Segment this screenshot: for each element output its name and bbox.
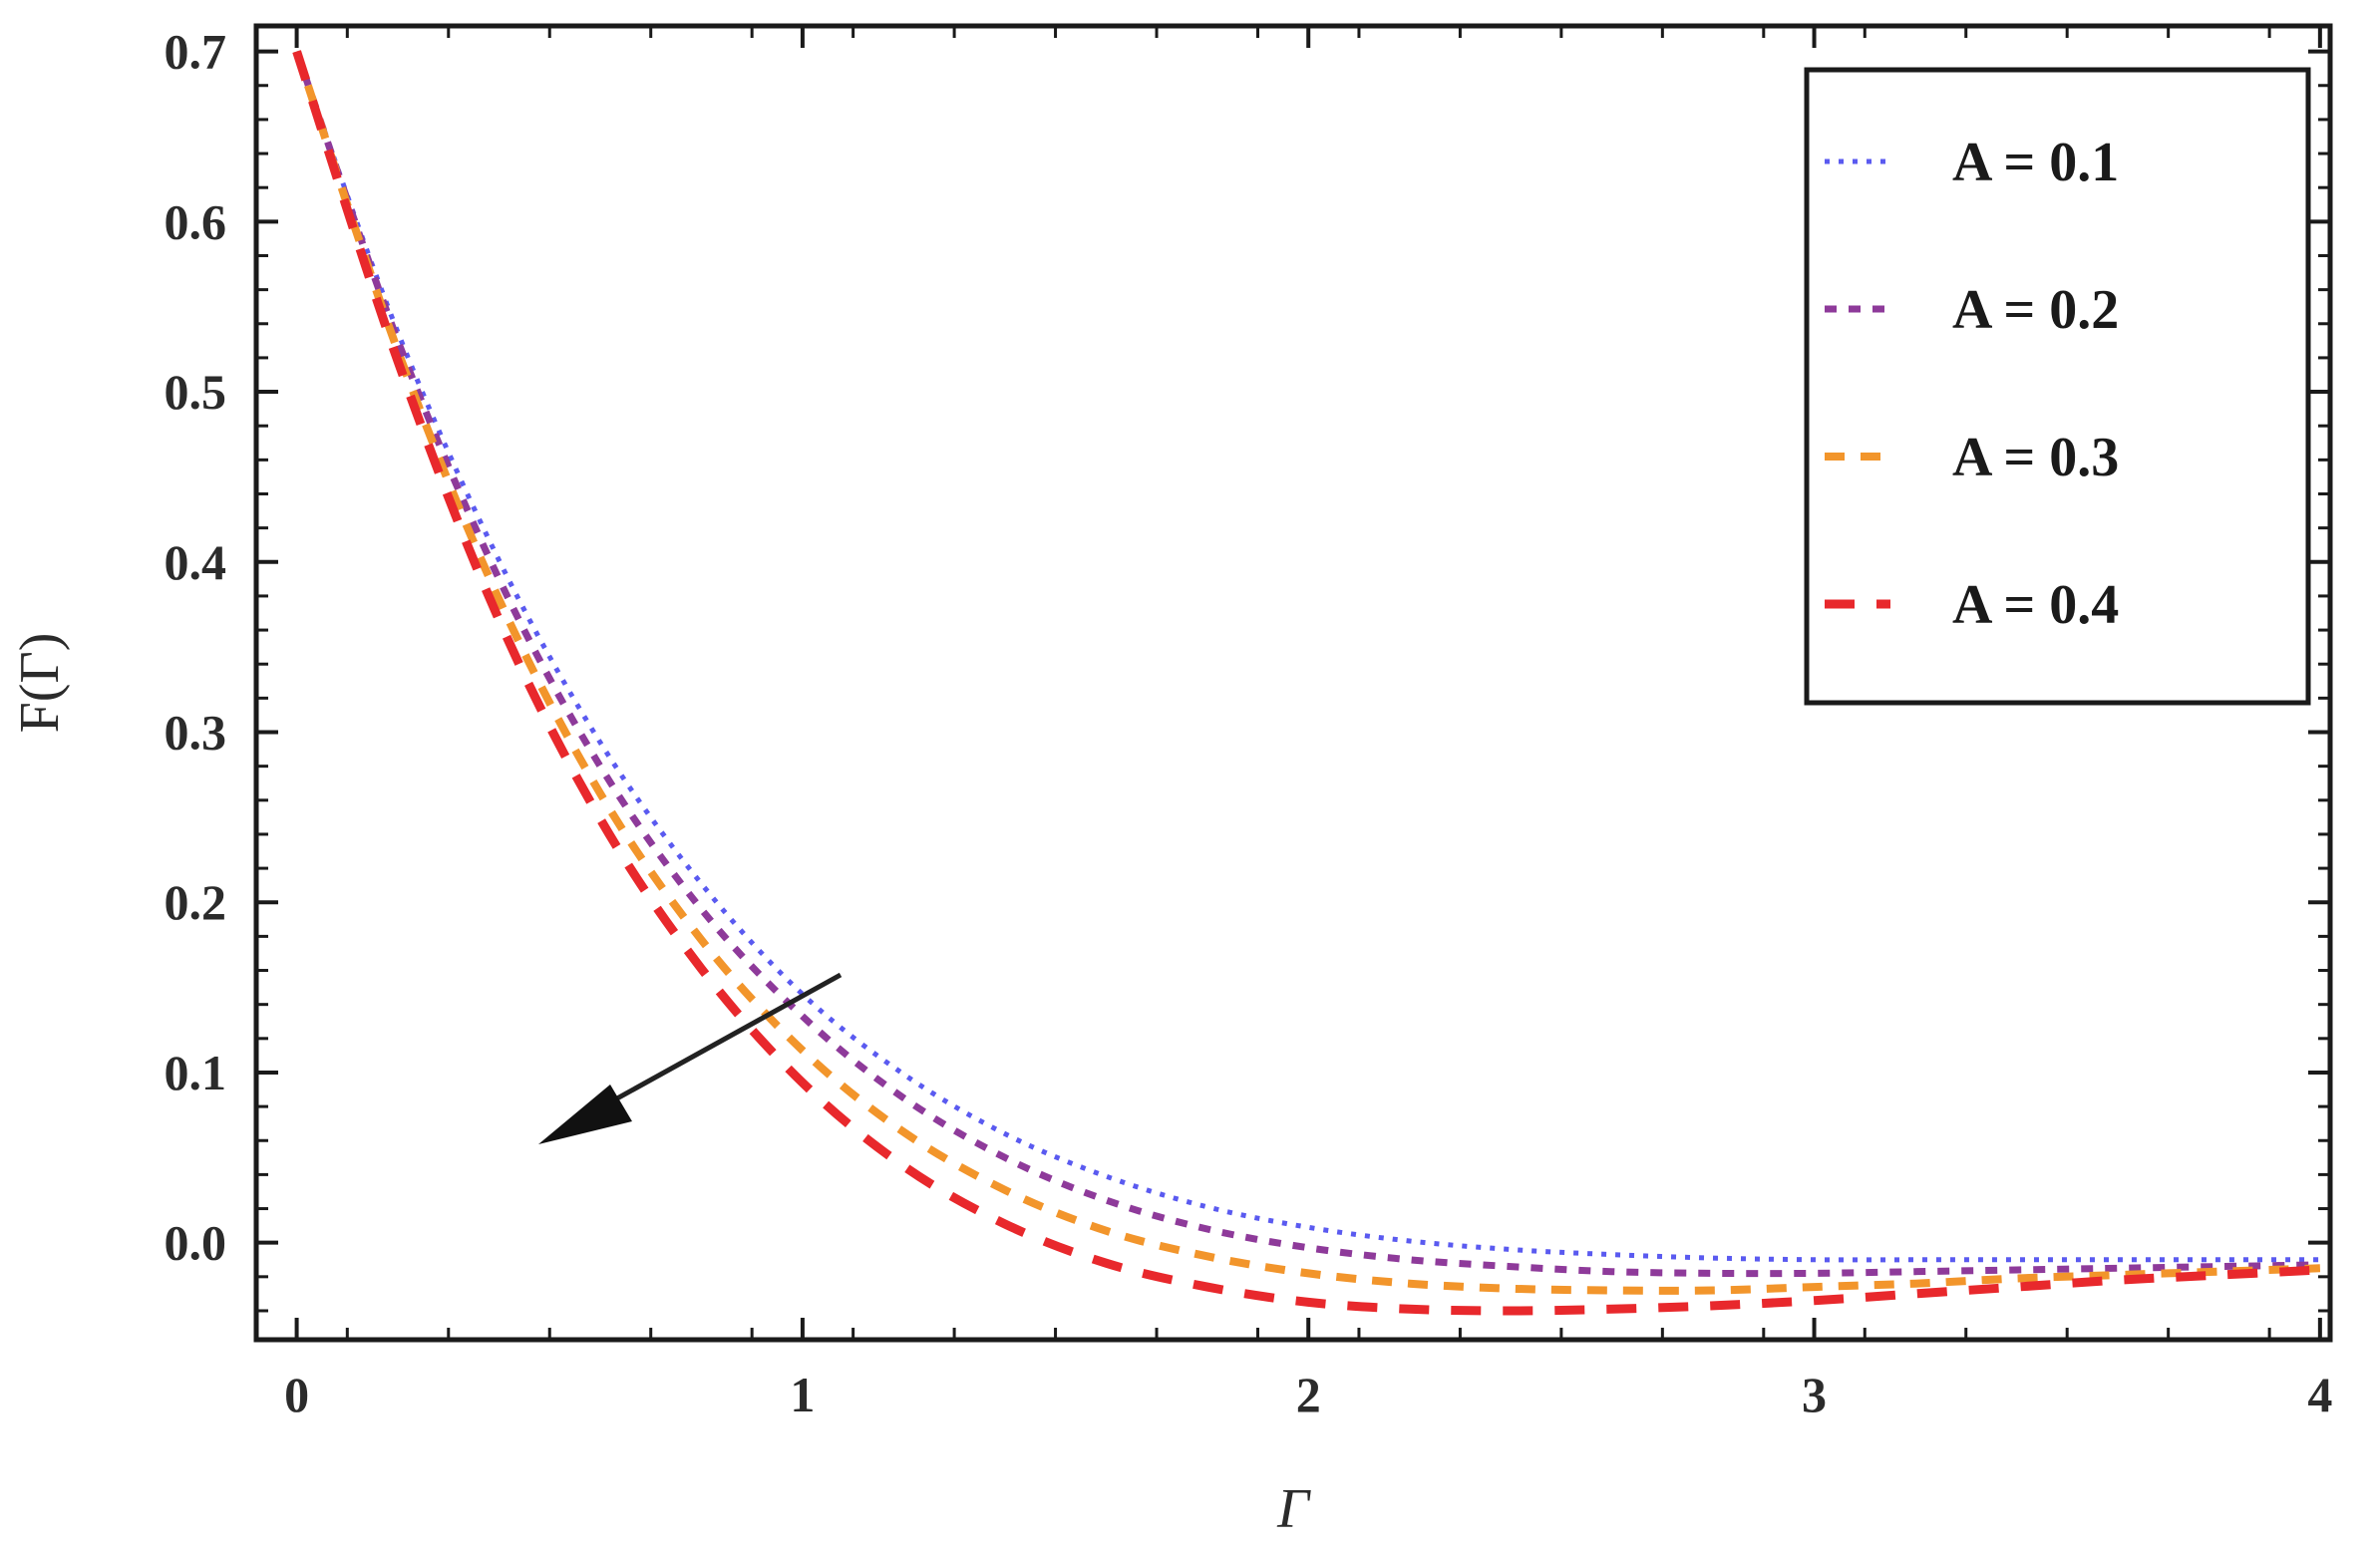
y-axis-title: F(Γ)	[9, 633, 71, 734]
y-tick-label: 0.5	[165, 364, 227, 420]
legend-label: A = 0.3	[1952, 427, 2119, 488]
series-line-1	[294, 50, 2320, 1263]
x-tick-label: 2	[1296, 1367, 1321, 1422]
legend-label: A = 0.2	[1952, 279, 2119, 341]
legend-box	[1804, 67, 2311, 706]
series-line-2	[293, 50, 2320, 1278]
trend-arrow-head	[538, 1085, 632, 1144]
y-tick-label: 0.3	[165, 705, 227, 761]
legend-label: A = 0.1	[1952, 132, 2119, 193]
y-tick-label: 0.1	[165, 1045, 227, 1100]
series-layer	[292, 50, 2321, 1316]
trend-arrow-line	[586, 972, 843, 1117]
legend: A = 0.1 A = 0.2 A = 0.3 A = 0.4	[1804, 67, 2311, 706]
y-tick-label: 0.6	[165, 193, 227, 249]
y-tick-label: 0.7	[165, 24, 227, 80]
y-tick-label: 0.2	[165, 874, 227, 930]
x-tick-label: 3	[1802, 1367, 1827, 1422]
series-line-3	[292, 50, 2321, 1295]
x-tick-label: 0	[284, 1367, 309, 1422]
x-axis-title: Γ	[1276, 1478, 1311, 1540]
tick-labels: 0 1 2 3 4 0.0 0.1 0.2 0.3 0.4 0.5 0.6 0.7	[165, 24, 2333, 1422]
y-tick-label: 0.0	[165, 1215, 227, 1271]
x-tick-label: 1	[790, 1367, 815, 1422]
axis-ticks	[256, 26, 2330, 1340]
legend-label: A = 0.4	[1952, 574, 2119, 636]
trend-arrow	[538, 972, 843, 1144]
y-tick-label: 0.4	[165, 534, 227, 590]
legend-items: A = 0.1 A = 0.2 A = 0.3 A = 0.4	[1825, 132, 2119, 636]
series-line-4	[292, 50, 2321, 1316]
x-tick-label: 4	[2307, 1367, 2332, 1422]
